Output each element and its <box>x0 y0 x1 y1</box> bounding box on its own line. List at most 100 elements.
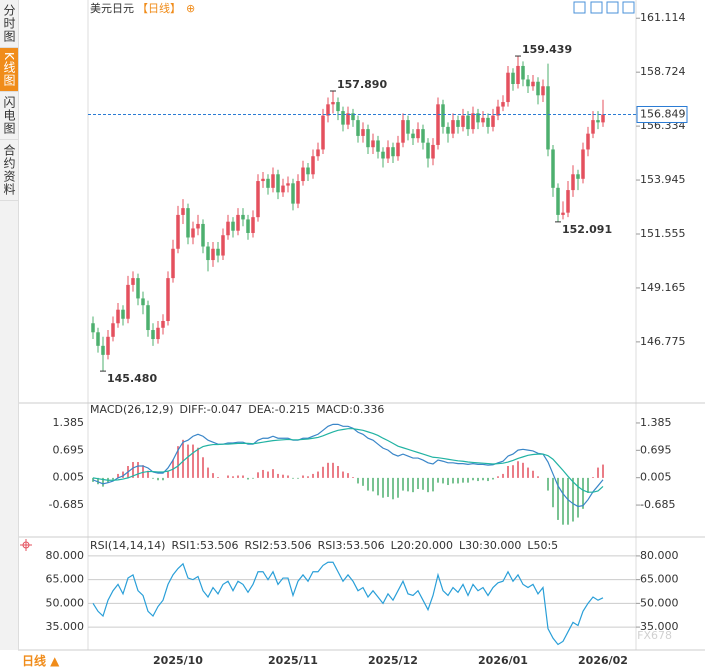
legend-entry: L30:30.000 <box>459 539 521 552</box>
macd-bar <box>362 477 364 486</box>
macd-bar <box>442 477 444 484</box>
candle-body <box>126 284 130 319</box>
candle-body <box>381 151 385 159</box>
macd-bar <box>347 473 349 478</box>
macd-bar <box>357 477 359 484</box>
candle-body <box>571 174 575 191</box>
y-tick-label: 0.695 <box>640 443 672 456</box>
extreme-label: 159.439 <box>522 43 572 56</box>
sidebar-tab[interactable]: 闪电图 <box>0 92 18 140</box>
macd-bar <box>102 477 104 487</box>
period-selector[interactable]: 日线 ▲ <box>22 654 60 668</box>
candle-body <box>211 248 215 261</box>
macd-bar <box>437 477 439 483</box>
legend-entry: MACD:0.336 <box>316 403 384 416</box>
add-icon[interactable]: ⊕ <box>186 2 195 15</box>
macd-bar <box>582 477 584 509</box>
macd-bar <box>97 477 99 485</box>
candle-body <box>391 147 395 157</box>
candle-body <box>321 115 325 150</box>
candle-body <box>576 174 580 179</box>
candle-body <box>451 120 455 134</box>
x-tick-label: 2025/12 <box>368 654 418 667</box>
y-tick-label: 151.555 <box>640 227 686 240</box>
macd-bar <box>112 477 114 480</box>
candle-body <box>341 111 345 125</box>
icon[interactable] <box>606 1 619 14</box>
macd-bar <box>342 471 344 478</box>
y-tick-label: 161.114 <box>640 11 686 24</box>
candle-body <box>91 323 95 333</box>
macd-bar <box>462 477 464 483</box>
macd-bar <box>217 477 219 478</box>
macd-bar <box>207 467 209 478</box>
candle-body <box>326 104 330 116</box>
macd-bar <box>287 475 289 478</box>
candle-body <box>256 181 260 218</box>
candle-body <box>336 102 340 112</box>
x-tick-label: 2026/01 <box>478 654 528 667</box>
watermark: FX678 <box>637 629 672 642</box>
macd-bar <box>117 473 119 478</box>
icon[interactable] <box>622 1 635 14</box>
macd-bar <box>187 444 189 478</box>
y-tick-label: 50.000 <box>640 596 679 609</box>
sidebar-tab[interactable]: 合约资料 <box>0 140 18 201</box>
candle-body <box>441 104 445 127</box>
candle-body <box>386 147 390 159</box>
y-tick-label: -0.685 <box>640 498 675 511</box>
sidebar-tab[interactable]: 分时图 <box>0 0 18 48</box>
candle-body <box>316 149 320 157</box>
macd-bar <box>507 465 509 478</box>
macd-bar <box>317 471 319 478</box>
chart-title: 美元日元 <box>90 2 134 15</box>
legend-entry: MACD(26,12,9) <box>90 403 174 416</box>
candle-body <box>276 174 280 193</box>
sidebar-tab[interactable]: K线图 <box>0 48 18 92</box>
macd-bar <box>327 462 329 478</box>
macd-bar <box>177 446 179 478</box>
macd-bar <box>332 462 334 478</box>
legend-entry: RSI2:53.506 <box>245 539 312 552</box>
candle-body <box>231 221 235 231</box>
macd-bar <box>497 476 499 478</box>
last-price-label: 156.849 <box>640 107 686 120</box>
macd-bar <box>122 471 124 478</box>
macd-bar <box>252 477 254 479</box>
macd-bar <box>562 477 564 525</box>
candle-body <box>461 115 465 127</box>
candle-body <box>301 167 305 182</box>
macd-bar <box>522 462 524 478</box>
icon[interactable] <box>573 1 586 14</box>
candle-body <box>101 345 105 355</box>
macd-bar <box>567 477 569 525</box>
legend-entry: RSI3:53.506 <box>318 539 385 552</box>
candle-body <box>526 79 530 87</box>
macd-bar <box>147 470 149 478</box>
candle-body <box>156 327 160 340</box>
macd-bar <box>192 444 194 478</box>
candle-body <box>546 86 550 150</box>
y-tick-label: 80.000 <box>640 549 679 562</box>
candle-body <box>271 174 275 188</box>
toolbar-icons[interactable] <box>573 1 635 14</box>
extreme-label: 145.480 <box>107 372 157 385</box>
macd-bar <box>447 477 449 486</box>
macd-bar <box>132 462 134 478</box>
macd-bar <box>277 473 279 478</box>
legend-entry: L50:5 <box>527 539 558 552</box>
candle-body <box>531 81 535 87</box>
icon[interactable] <box>590 1 603 14</box>
candle-body <box>151 330 155 340</box>
candle-body <box>146 305 150 331</box>
rsi-icon[interactable] <box>20 539 32 551</box>
candle-body <box>581 149 585 179</box>
candle-body <box>416 129 420 139</box>
candle-body <box>401 120 405 143</box>
y-tick-label: 0.005 <box>640 471 672 484</box>
candle-body <box>521 65 525 80</box>
macd-bar <box>307 476 309 478</box>
macd-bar <box>587 477 589 493</box>
macd-bar <box>552 477 554 508</box>
